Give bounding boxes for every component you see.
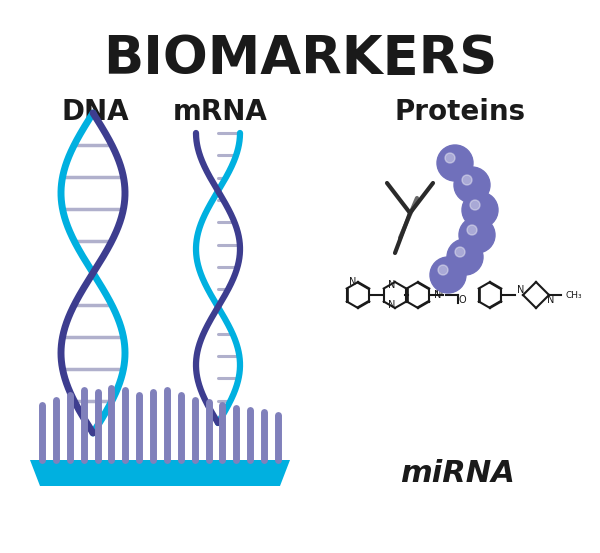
Text: mRNA: mRNA — [173, 98, 268, 126]
Circle shape — [470, 200, 480, 210]
Circle shape — [447, 239, 483, 275]
Circle shape — [437, 145, 473, 181]
Circle shape — [438, 265, 448, 275]
Text: N: N — [547, 295, 554, 305]
Text: O: O — [458, 295, 466, 305]
Text: CH₃: CH₃ — [565, 290, 581, 300]
Circle shape — [462, 192, 498, 228]
Polygon shape — [30, 460, 290, 486]
Text: N: N — [388, 300, 395, 310]
Text: H: H — [436, 286, 443, 296]
Text: DNA: DNA — [61, 98, 129, 126]
Circle shape — [455, 247, 465, 257]
Circle shape — [462, 175, 472, 185]
Circle shape — [445, 153, 455, 163]
Text: N: N — [349, 277, 356, 287]
Text: Proteins: Proteins — [394, 98, 526, 126]
Circle shape — [430, 257, 466, 293]
Circle shape — [454, 167, 490, 203]
Text: N: N — [517, 285, 524, 295]
Circle shape — [459, 217, 495, 253]
Text: N: N — [434, 290, 442, 300]
Circle shape — [467, 225, 477, 235]
Text: BIOMARKERS: BIOMARKERS — [103, 33, 497, 85]
Text: miRNA: miRNA — [400, 458, 515, 488]
Text: N: N — [388, 280, 395, 290]
